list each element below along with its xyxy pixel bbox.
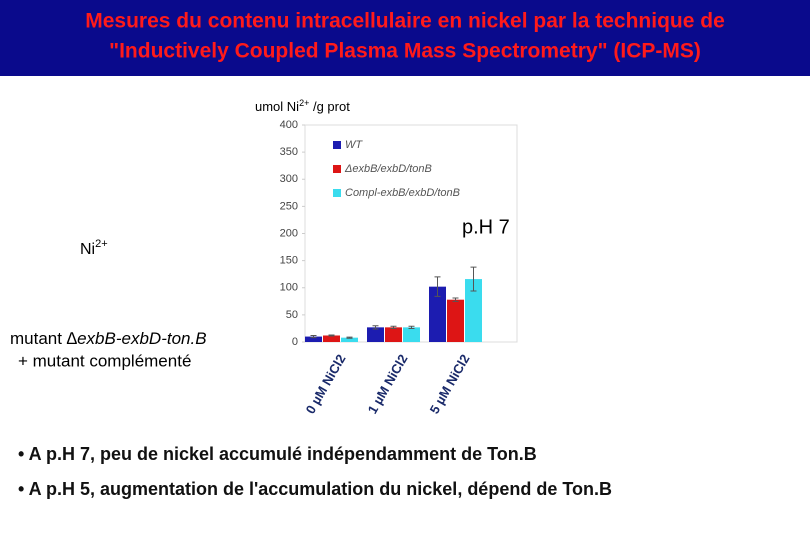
error-bar	[372, 325, 379, 330]
mutant-label: mutant ∆exbB-exbD-ton.B	[10, 329, 207, 348]
ion-text: Ni	[80, 241, 95, 258]
y-label-sup: 2+	[299, 98, 309, 108]
bar	[341, 337, 358, 342]
error-bar	[328, 334, 335, 337]
error-bar	[434, 276, 441, 297]
ion-label: Ni2+	[80, 238, 108, 258]
y-axis-title: umol Ni2+ /g prot	[255, 98, 350, 114]
complemented-label: + mutant complémenté	[18, 351, 191, 370]
legend-label: WT	[345, 139, 363, 151]
error-bar	[310, 334, 317, 339]
error-bar	[408, 325, 415, 329]
ph-label: p.H 7	[462, 216, 510, 238]
legend-swatch	[333, 141, 341, 149]
y-tick-label: 250	[280, 200, 298, 212]
x-tick-label: 0 µM NiCl2	[303, 352, 349, 417]
y-tick-label: 300	[280, 173, 298, 185]
x-tick-label: 1 µM NiCl2	[365, 352, 411, 417]
legend-label: Compl-exbB/exbD/tonB	[345, 187, 460, 199]
legend-swatch	[333, 165, 341, 173]
error-bar	[470, 266, 477, 292]
legend-label: ΔexbB/exbD/tonB	[344, 163, 432, 175]
y-tick-label: 100	[280, 282, 298, 294]
legend-swatch	[333, 189, 341, 197]
bar	[429, 286, 446, 342]
bar	[465, 279, 482, 342]
x-tick-label: 5 µM NiCl2	[427, 352, 473, 417]
y-tick-label: 150	[280, 255, 298, 267]
bullet: • A p.H 5, augmentation de l'accumulatio…	[18, 479, 612, 499]
y-tick-label: 50	[286, 309, 298, 321]
mutant-prefix: mutant	[10, 329, 67, 348]
y-tick-label: 400	[280, 119, 298, 131]
error-bar	[346, 336, 353, 339]
y-tick-label: 0	[292, 336, 298, 348]
bar	[447, 299, 464, 342]
error-bar	[452, 297, 459, 302]
title-band	[0, 0, 810, 76]
y-tick-label: 200	[280, 227, 298, 239]
y-label-text: umol Ni	[255, 99, 299, 114]
error-bar	[390, 325, 397, 329]
y-tick-label: 350	[280, 146, 298, 158]
bar	[305, 336, 322, 342]
bar	[367, 327, 384, 342]
mutant-italic: ∆exbB-exbD-ton.B	[67, 329, 207, 348]
ion-sup: 2+	[95, 238, 108, 250]
bar	[323, 335, 340, 342]
bar	[403, 327, 420, 342]
title-line: Mesures du contenu intracellulaire en ni…	[85, 10, 725, 33]
title-line: "Inductively Coupled Plasma Mass Spectro…	[109, 40, 701, 63]
bar	[385, 327, 402, 342]
y-label-rest: /g prot	[309, 99, 350, 114]
bullet: • A p.H 7, peu de nickel accumulé indépe…	[18, 444, 537, 464]
